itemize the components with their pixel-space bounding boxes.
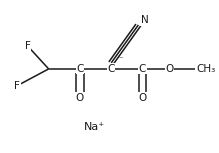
Text: F: F (25, 41, 31, 51)
Text: CH₃: CH₃ (197, 64, 216, 74)
Text: F: F (14, 81, 20, 91)
Text: O: O (166, 64, 174, 74)
Text: ⁻: ⁻ (118, 55, 123, 64)
Text: C: C (76, 64, 84, 74)
Text: N: N (141, 15, 148, 25)
Text: C: C (139, 64, 146, 74)
Text: Na⁺: Na⁺ (84, 121, 105, 132)
Text: O: O (138, 93, 147, 103)
Text: C: C (108, 64, 115, 74)
Text: O: O (76, 93, 84, 103)
